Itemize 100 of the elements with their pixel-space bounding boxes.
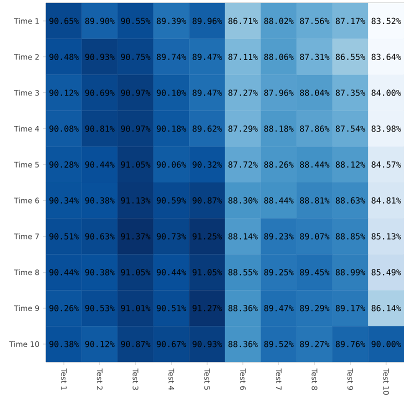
data-label: 89.25%	[264, 269, 294, 276]
data-label: 88.63%	[336, 197, 366, 204]
data-label: 91.13%	[121, 197, 150, 204]
data-label: 90.12%	[85, 340, 115, 348]
data-label: 89.07%	[300, 233, 330, 240]
data-label: 88.99%	[336, 269, 366, 276]
data-label: 87.72%	[228, 161, 258, 168]
data-label: 87.29%	[228, 126, 258, 132]
data-label: 88.06%	[264, 54, 294, 60]
data-label: 91.01%	[121, 305, 150, 312]
data-label: 90.08%	[49, 126, 79, 132]
data-label: 88.81%	[300, 197, 330, 204]
data-label: 90.10%	[156, 90, 186, 96]
data-label: 90.67%	[156, 340, 186, 348]
data-label: 90.93%	[85, 54, 115, 60]
data-label: 90.87%	[121, 340, 150, 348]
data-label: 90.06%	[156, 161, 186, 168]
data-label: 89.45%	[300, 269, 330, 276]
data-label: 91.27%	[192, 305, 222, 312]
data-label: 89.47%	[192, 90, 222, 96]
data-label: 88.85%	[336, 233, 366, 240]
data-label: 86.14%	[372, 305, 401, 312]
data-label: 90.38%	[85, 197, 115, 204]
data-label: 91.25%	[192, 233, 222, 240]
data-label: 88.44%	[300, 161, 330, 168]
data-label: 88.44%	[264, 197, 294, 204]
data-label: 83.64%	[372, 54, 401, 60]
data-label: 90.44%	[49, 269, 79, 276]
data-label: 87.27%	[228, 90, 258, 96]
data-label: 88.55%	[228, 269, 258, 276]
data-label: 83.52%	[372, 18, 401, 24]
data-label: 90.18%	[156, 126, 186, 132]
data-label: 84.81%	[372, 197, 401, 204]
data-label: 90.65%	[49, 18, 79, 24]
data-label: 89.74%	[156, 54, 186, 60]
data-label: 89.96%	[192, 18, 222, 24]
data-label: 84.00%	[372, 90, 401, 96]
data-label: 90.12%	[49, 90, 79, 96]
data-label: 89.47%	[192, 54, 222, 60]
data-label: 89.52%	[264, 340, 294, 348]
data-label: 83.98%	[372, 126, 401, 132]
data-label: 88.14%	[228, 233, 258, 240]
data-label: 90.26%	[49, 305, 79, 312]
data-label: 89.23%	[264, 233, 294, 240]
data-label: 90.44%	[85, 161, 115, 168]
data-label: 90.63%	[85, 233, 115, 240]
data-label: 90.51%	[156, 305, 186, 312]
data-label: 91.05%	[121, 161, 150, 168]
data-label: 89.17%	[336, 305, 366, 312]
data-label: 90.73%	[156, 233, 186, 240]
data-label: 90.32%	[192, 161, 222, 168]
data-label: 85.49%	[372, 269, 401, 276]
data-label: 88.12%	[336, 161, 366, 168]
data-label: 90.55%	[121, 18, 150, 24]
data-label: 90.38%	[49, 340, 79, 348]
data-label: 87.11%	[228, 54, 258, 60]
data-label: 90.75%	[121, 54, 150, 60]
data-label: 90.34%	[49, 197, 79, 204]
data-label: 87.56%	[300, 18, 330, 24]
data-label: 90.00%	[372, 340, 401, 348]
data-label: 89.27%	[300, 340, 330, 348]
data-label: 87.54%	[336, 126, 366, 132]
data-label: 90.93%	[192, 340, 222, 348]
data-label: 88.02%	[264, 18, 294, 24]
data-label: 90.97%	[121, 90, 150, 96]
data-label: 84.57%	[372, 161, 401, 168]
data-label: 87.96%	[264, 90, 294, 96]
data-label: 87.31%	[300, 54, 330, 60]
data-label: 90.38%	[85, 269, 115, 276]
data-label: 90.53%	[85, 305, 115, 312]
data-label: 89.29%	[300, 305, 330, 312]
data-label: 89.90%	[85, 18, 115, 24]
data-label: 88.04%	[300, 90, 330, 96]
data-label: 88.18%	[264, 126, 294, 132]
data-label: 90.87%	[192, 197, 222, 204]
data-label: 88.30%	[228, 197, 258, 204]
data-label: 89.39%	[156, 18, 186, 24]
data-label: 86.55%	[336, 54, 366, 60]
data-label: 85.13%	[372, 233, 401, 240]
data-label: 91.05%	[121, 269, 150, 276]
data-label: 86.71%	[228, 18, 258, 24]
data-label: 87.86%	[300, 126, 330, 132]
data-label: 90.81%	[85, 126, 115, 132]
data-label: 89.76%	[336, 340, 366, 348]
data-label: 89.62%	[192, 126, 222, 132]
data-label: 87.35%	[336, 90, 366, 96]
data-label: 90.51%	[49, 233, 79, 240]
data-label: 90.48%	[49, 54, 79, 60]
data-label: 90.28%	[49, 161, 79, 168]
data-label: 90.59%	[156, 197, 186, 204]
data-label: 89.47%	[264, 305, 294, 312]
data-label: 90.44%	[156, 269, 186, 276]
data-label: 88.26%	[264, 161, 294, 168]
data-label: 88.36%	[228, 305, 258, 312]
data-label: 90.97%	[121, 126, 150, 132]
data-label: 87.17%	[336, 18, 366, 24]
data-label: 91.37%	[121, 233, 150, 240]
data-label: 90.69%	[85, 90, 115, 96]
data-label: 88.36%	[228, 340, 258, 348]
data-label: 91.05%	[192, 269, 222, 276]
